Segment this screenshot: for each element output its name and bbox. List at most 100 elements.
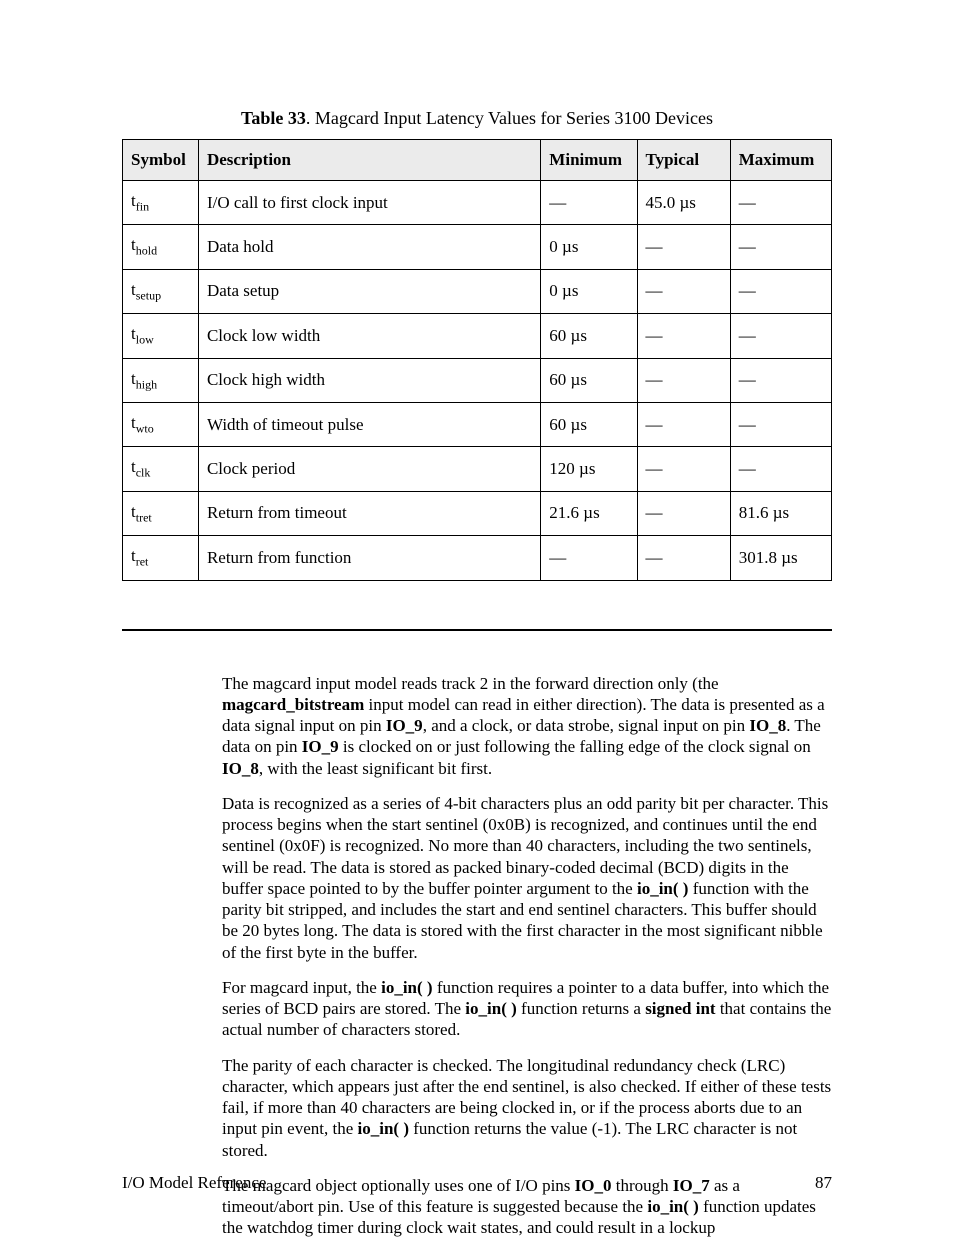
table-row: tholdData hold0 µs—— (123, 225, 832, 269)
cell-description: Width of timeout pulse (198, 402, 540, 446)
cell-symbol: tret (123, 536, 199, 580)
paragraph-2: Data is recognized as a series of 4-bit … (222, 793, 832, 963)
table-row: tfinI/O call to first clock input—45.0 µ… (123, 181, 832, 225)
table-row: tsetupData setup0 µs—— (123, 269, 832, 313)
table-row: thighClock high width60 µs—— (123, 358, 832, 402)
cell-typical: — (637, 536, 730, 580)
cell-description: Data setup (198, 269, 540, 313)
cell-maximum: — (730, 269, 831, 313)
text: is clocked on or just following the fall… (339, 737, 811, 756)
cell-minimum: 21.6 µs (541, 491, 637, 535)
col-header-description: Description (198, 140, 540, 181)
table-row: twtoWidth of timeout pulse60 µs—— (123, 402, 832, 446)
cell-maximum: — (730, 314, 831, 358)
table-caption: Table 33. Magcard Input Latency Values f… (122, 108, 832, 129)
cell-symbol: ttret (123, 491, 199, 535)
cell-maximum: — (730, 447, 831, 491)
cell-typical: — (637, 314, 730, 358)
table-head: Symbol Description Minimum Typical Maxim… (123, 140, 832, 181)
cell-maximum: 81.6 µs (730, 491, 831, 535)
latency-table: Symbol Description Minimum Typical Maxim… (122, 139, 832, 581)
symbol-subscript: tret (136, 510, 152, 524)
cell-maximum: — (730, 181, 831, 225)
text: , and a clock, or data strobe, signal in… (423, 716, 750, 735)
bold-text: io_in( ) (637, 879, 688, 898)
footer-left: I/O Model Reference (122, 1173, 266, 1193)
col-header-symbol: Symbol (123, 140, 199, 181)
table-row: tretReturn from function——301.8 µs (123, 536, 832, 580)
table-row: tlowClock low width60 µs—— (123, 314, 832, 358)
symbol-subscript: setup (136, 288, 161, 302)
cell-minimum: 0 µs (541, 225, 637, 269)
col-header-minimum: Minimum (541, 140, 637, 181)
cell-typical: — (637, 358, 730, 402)
cell-symbol: tfin (123, 181, 199, 225)
cell-typical: 45.0 µs (637, 181, 730, 225)
bold-text: io_in( ) (381, 978, 432, 997)
cell-symbol: tlow (123, 314, 199, 358)
text: The magcard input model reads track 2 in… (222, 674, 719, 693)
symbol-subscript: clk (136, 466, 151, 480)
cell-symbol: tclk (123, 447, 199, 491)
cell-description: I/O call to first clock input (198, 181, 540, 225)
cell-symbol: thigh (123, 358, 199, 402)
symbol-subscript: wto (136, 421, 154, 435)
cell-maximum: 301.8 µs (730, 536, 831, 580)
bold-text: signed int (645, 999, 715, 1018)
cell-minimum: 60 µs (541, 314, 637, 358)
cell-description: Clock high width (198, 358, 540, 402)
cell-maximum: — (730, 358, 831, 402)
cell-typical: — (637, 491, 730, 535)
bold-text: io_in( ) (358, 1119, 409, 1138)
bold-text: IO_8 (749, 716, 786, 735)
bold-text: IO_9 (302, 737, 339, 756)
cell-minimum: 60 µs (541, 402, 637, 446)
symbol-subscript: low (136, 333, 154, 347)
cell-symbol: twto (123, 402, 199, 446)
cell-minimum: — (541, 181, 637, 225)
cell-typical: — (637, 447, 730, 491)
cell-typical: — (637, 402, 730, 446)
bold-text: io_in( ) (465, 999, 516, 1018)
page: Table 33. Magcard Input Latency Values f… (0, 0, 954, 1235)
table-row: tclkClock period120 µs—— (123, 447, 832, 491)
cell-symbol: tsetup (123, 269, 199, 313)
cell-symbol: thold (123, 225, 199, 269)
page-footer: I/O Model Reference 87 (122, 1173, 832, 1193)
section-divider (122, 629, 832, 631)
bold-text: io_in( ) (647, 1197, 698, 1216)
table-row: ttretReturn from timeout21.6 µs—81.6 µs (123, 491, 832, 535)
cell-typical: — (637, 225, 730, 269)
table-header-row: Symbol Description Minimum Typical Maxim… (123, 140, 832, 181)
symbol-subscript: fin (136, 199, 149, 213)
cell-description: Return from function (198, 536, 540, 580)
table-caption-text: . Magcard Input Latency Values for Serie… (306, 108, 713, 128)
cell-description: Clock low width (198, 314, 540, 358)
cell-typical: — (637, 269, 730, 313)
body-text: The magcard input model reads track 2 in… (222, 673, 832, 1239)
col-header-maximum: Maximum (730, 140, 831, 181)
cell-minimum: — (541, 536, 637, 580)
table-label: Table 33 (241, 108, 306, 128)
cell-maximum: — (730, 402, 831, 446)
cell-minimum: 120 µs (541, 447, 637, 491)
cell-description: Return from timeout (198, 491, 540, 535)
cell-minimum: 60 µs (541, 358, 637, 402)
footer-right: 87 (815, 1173, 832, 1193)
bold-text: IO_8 (222, 759, 259, 778)
cell-maximum: — (730, 225, 831, 269)
paragraph-3: For magcard input, the io_in( ) function… (222, 977, 832, 1041)
cell-description: Clock period (198, 447, 540, 491)
paragraph-1: The magcard input model reads track 2 in… (222, 673, 832, 779)
symbol-subscript: ret (136, 555, 149, 569)
symbol-subscript: hold (136, 244, 157, 258)
bold-text: IO_9 (386, 716, 423, 735)
text: function returns a (517, 999, 645, 1018)
cell-minimum: 0 µs (541, 269, 637, 313)
col-header-typical: Typical (637, 140, 730, 181)
table-body: tfinI/O call to first clock input—45.0 µ… (123, 181, 832, 581)
cell-description: Data hold (198, 225, 540, 269)
bold-text: magcard_bitstream (222, 695, 364, 714)
symbol-subscript: high (136, 377, 157, 391)
paragraph-4: The parity of each character is checked.… (222, 1055, 832, 1161)
